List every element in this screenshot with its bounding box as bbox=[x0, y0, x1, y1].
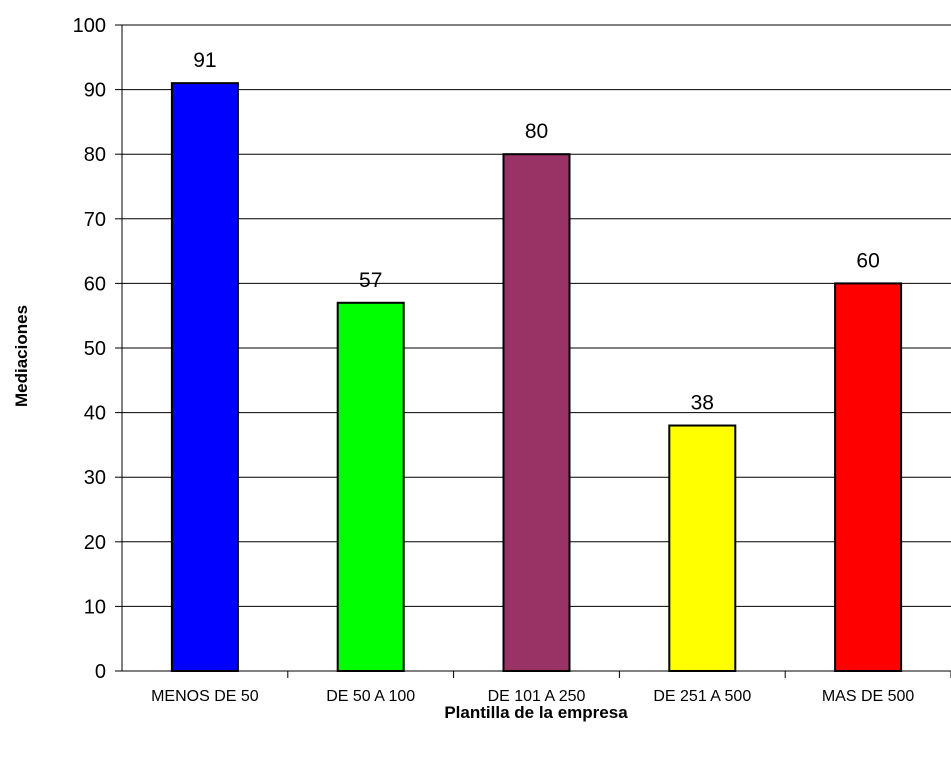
tick-labels: 0 10 20 30 40 50 60 70 80 90 100 MENOS DE 50 DE 50 A… bbox=[73, 15, 915, 705]
y-tick-label: 0 bbox=[95, 661, 106, 683]
x-tick-label: DE 251 A 500 bbox=[653, 688, 751, 705]
y-tick-label: 40 bbox=[84, 403, 106, 425]
x-tick-label: DE 101 A 250 bbox=[488, 688, 586, 705]
y-tick-label: 30 bbox=[84, 467, 106, 489]
x-tick-label: MAS DE 500 bbox=[822, 688, 915, 705]
y-tick-label: 20 bbox=[84, 532, 106, 554]
bar-value-label: 60 bbox=[856, 249, 879, 272]
bars bbox=[170, 82, 903, 672]
y-tick-label: 80 bbox=[84, 144, 106, 166]
bar bbox=[336, 301, 405, 672]
bar-value-label: 80 bbox=[525, 120, 548, 143]
y-tick-label: 60 bbox=[84, 273, 106, 295]
bar bbox=[502, 153, 571, 672]
bar bbox=[170, 82, 239, 672]
x-tick-label: DE 50 A 100 bbox=[326, 688, 415, 705]
y-axis-title: Mediaciones bbox=[12, 305, 31, 407]
bar-value-label: 91 bbox=[193, 49, 216, 72]
y-tick-label: 10 bbox=[84, 596, 106, 618]
y-tick-label: 90 bbox=[84, 80, 106, 102]
bar-value-label: 38 bbox=[691, 392, 714, 415]
data-labels: 91 57 80 38 60 bbox=[193, 49, 880, 414]
bar-value-label: 57 bbox=[359, 269, 382, 292]
x-tick-label: MENOS DE 50 bbox=[151, 688, 259, 705]
y-tick-label: 50 bbox=[84, 338, 106, 360]
y-tick-label: 70 bbox=[84, 209, 106, 231]
x-axis-title: Plantilla de la empresa bbox=[444, 703, 628, 722]
bar bbox=[834, 282, 903, 672]
bar bbox=[668, 424, 737, 672]
y-tick-label: 100 bbox=[73, 15, 106, 37]
